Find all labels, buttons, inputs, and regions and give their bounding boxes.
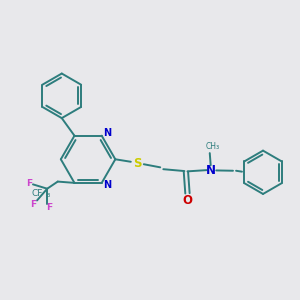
- Text: CH₃: CH₃: [205, 142, 219, 151]
- Text: F: F: [46, 203, 52, 212]
- Text: N: N: [206, 164, 216, 177]
- Text: N: N: [103, 180, 111, 190]
- Text: CF: CF: [31, 189, 43, 198]
- Text: S: S: [134, 157, 142, 169]
- Text: F: F: [26, 178, 32, 188]
- Text: F: F: [30, 200, 36, 209]
- Text: O: O: [182, 194, 193, 207]
- Text: ₃: ₃: [47, 190, 50, 200]
- Text: N: N: [103, 128, 111, 138]
